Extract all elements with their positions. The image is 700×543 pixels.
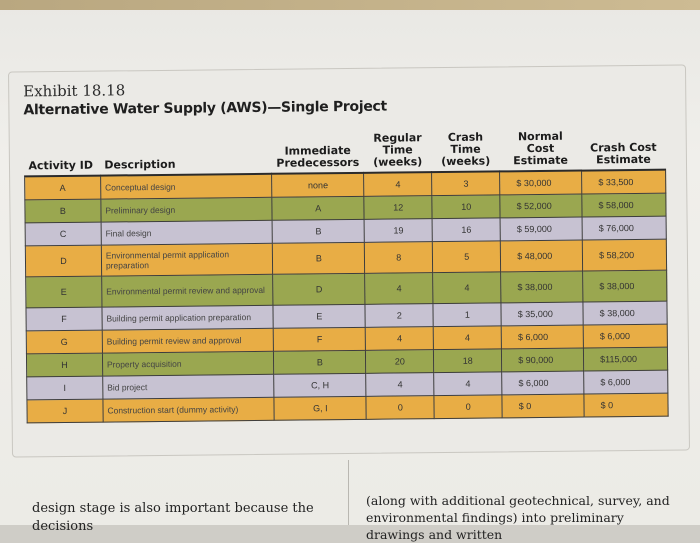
description-cell: Building permit review and approval bbox=[102, 328, 274, 354]
activity-id-cell: I bbox=[26, 376, 103, 400]
body-text-left: design stage is also important because t… bbox=[32, 501, 314, 534]
activity-id-cell: D bbox=[25, 245, 102, 277]
crash-time-cell: 0 bbox=[434, 394, 503, 419]
regular-time-cell: 4 bbox=[365, 326, 434, 351]
page-top-strip bbox=[0, 0, 700, 10]
description-cell: Environmental permit review and approval bbox=[101, 274, 274, 308]
header-description: Description bbox=[100, 131, 272, 176]
description-cell: Preliminary design bbox=[100, 197, 273, 223]
activity-id-cell: F bbox=[25, 307, 103, 331]
predecessors-cell: B bbox=[273, 350, 367, 375]
activity-id-cell: H bbox=[26, 353, 103, 377]
regular-time-cell: 4 bbox=[363, 172, 433, 197]
crash-time-cell: 16 bbox=[432, 217, 501, 242]
exhibit-label: Exhibit 18.18 bbox=[23, 81, 126, 101]
normal-cost-cell: $ 35,000 bbox=[501, 302, 584, 326]
normal-cost-cell: $ 90,000 bbox=[501, 348, 584, 372]
activity-id-cell: E bbox=[25, 276, 102, 308]
description-cell: Bid project bbox=[102, 374, 275, 400]
regular-time-cell: 20 bbox=[365, 349, 434, 374]
activity-id-cell: C bbox=[25, 222, 102, 246]
crash-time-cell: 4 bbox=[432, 271, 502, 304]
header-crash-time: Crash Time (weeks) bbox=[431, 129, 500, 173]
crash-cost-cell: $ 6,000 bbox=[583, 370, 668, 395]
normal-cost-cell: $ 30,000 bbox=[499, 170, 582, 195]
body-text-right: (along with additional geotechnical, sur… bbox=[366, 493, 670, 542]
exhibit-box: Exhibit 18.18 Alternative Water Supply (… bbox=[7, 64, 691, 458]
regular-time-cell: 4 bbox=[366, 372, 435, 397]
activity-id-cell: J bbox=[26, 399, 104, 423]
activity-id-cell: A bbox=[24, 175, 101, 200]
description-cell: Final design bbox=[100, 220, 273, 246]
normal-cost-cell: $ 38,000 bbox=[500, 271, 584, 303]
exhibit-title: Alternative Water Supply (AWS)—Single Pr… bbox=[23, 98, 387, 119]
crash-cost-cell: $ 38,000 bbox=[583, 301, 668, 326]
column-divider bbox=[348, 460, 349, 525]
header-normal-cost: Normal Cost Estimate bbox=[499, 128, 582, 172]
predecessors-cell: E bbox=[273, 304, 366, 329]
header-regular-time: Regular Time (weeks) bbox=[363, 130, 432, 173]
crash-cost-cell: $ 38,000 bbox=[582, 270, 667, 303]
description-cell: Environmental permit application prepara… bbox=[101, 243, 273, 277]
crash-time-cell: 4 bbox=[433, 371, 503, 396]
crash-cost-cell: $ 58,200 bbox=[582, 239, 667, 272]
regular-time-cell: 2 bbox=[365, 303, 434, 328]
predecessors-cell: F bbox=[273, 327, 366, 352]
predecessors-cell: B bbox=[272, 219, 365, 244]
table-header-row: Activity ID Description Immediate Predeces… bbox=[24, 127, 666, 177]
crash-time-cell: 4 bbox=[433, 325, 502, 350]
crash-time-cell: 18 bbox=[433, 348, 502, 373]
crash-time-cell: 5 bbox=[432, 240, 501, 273]
regular-time-cell: 19 bbox=[364, 218, 433, 243]
predecessors-cell: D bbox=[272, 273, 366, 306]
crash-time-cell: 1 bbox=[433, 302, 502, 327]
regular-time-cell: 0 bbox=[366, 395, 435, 420]
activity-id-cell: G bbox=[26, 330, 103, 354]
crash-cost-cell: $ 33,500 bbox=[581, 169, 666, 195]
crash-cost-cell: $ 6,000 bbox=[583, 324, 668, 349]
header-immediate-predecessors: Immediate Predecessors bbox=[271, 130, 364, 174]
description-cell: Property acquisition bbox=[102, 351, 275, 377]
activity-id-cell: B bbox=[24, 199, 101, 223]
table-body: A Conceptual design none 4 3 $ 30,000 $ 33,500… bbox=[24, 169, 669, 423]
regular-time-cell: 8 bbox=[364, 241, 433, 274]
normal-cost-cell: $ 6,000 bbox=[501, 325, 584, 349]
header-crash-cost: Crash Cost Estimate bbox=[581, 127, 666, 171]
predecessors-cell: B bbox=[272, 242, 365, 275]
description-cell: Conceptual design bbox=[100, 173, 273, 200]
crash-time-cell: 3 bbox=[431, 171, 501, 196]
regular-time-cell: 4 bbox=[364, 272, 434, 305]
predecessors-cell: C, H bbox=[274, 373, 367, 398]
crash-time-cell: 10 bbox=[432, 194, 501, 219]
crash-cost-cell: $115,000 bbox=[583, 347, 668, 372]
crash-cost-cell: $ 58,000 bbox=[581, 193, 667, 218]
normal-cost-cell: $ 52,000 bbox=[500, 194, 583, 218]
crash-cost-cell: $ 0 bbox=[583, 393, 669, 418]
predecessors-cell: A bbox=[272, 196, 365, 221]
description-cell: Construction start (dummy activity) bbox=[102, 397, 275, 423]
predecessors-cell: G, I bbox=[274, 396, 367, 421]
aws-activity-table: Activity ID Description Immediate Predeces… bbox=[24, 127, 669, 424]
regular-time-cell: 12 bbox=[364, 195, 433, 220]
normal-cost-cell: $ 6,000 bbox=[501, 371, 584, 395]
crash-cost-cell: $ 76,000 bbox=[582, 216, 667, 241]
normal-cost-cell: $ 59,000 bbox=[500, 217, 583, 241]
description-cell: Building permit application preparation bbox=[101, 305, 274, 331]
predecessors-cell: none bbox=[271, 172, 365, 198]
normal-cost-cell: $ 48,000 bbox=[500, 240, 583, 272]
normal-cost-cell: $ 0 bbox=[502, 394, 585, 418]
header-activity-id: Activity ID bbox=[24, 133, 101, 177]
